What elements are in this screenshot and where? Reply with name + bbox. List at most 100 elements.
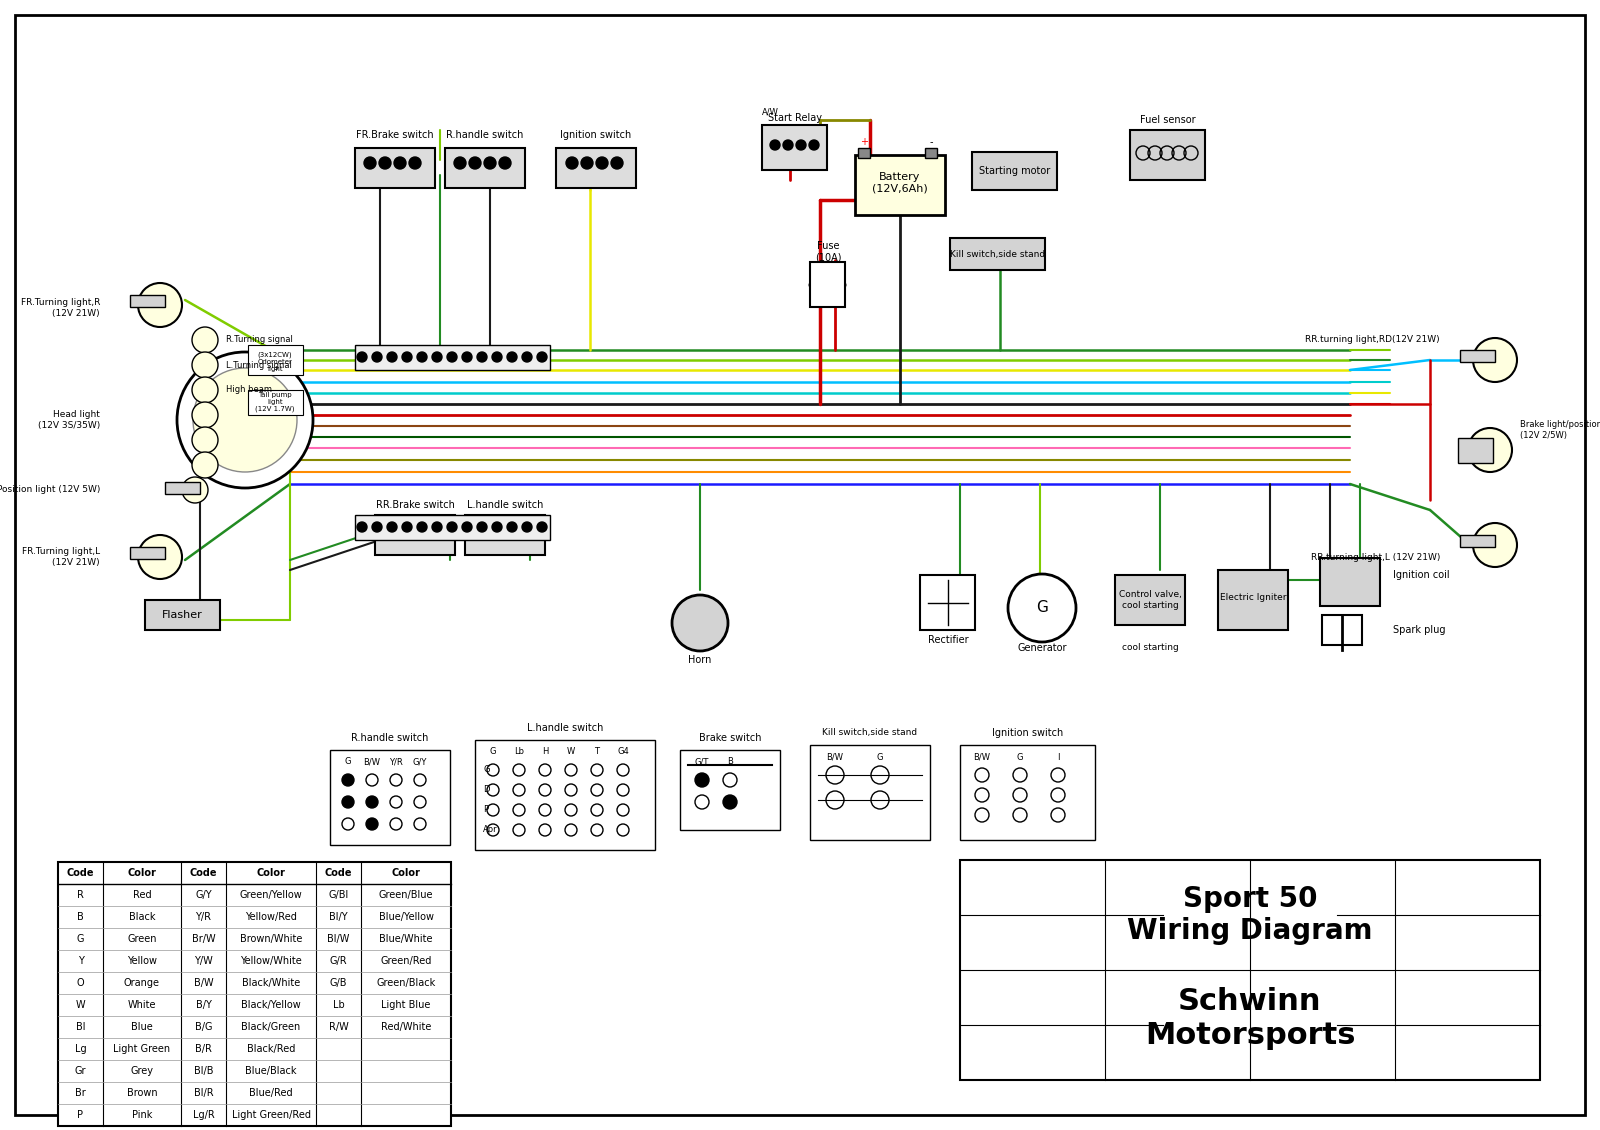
Text: Rectifier: Rectifier bbox=[928, 635, 968, 645]
Circle shape bbox=[486, 805, 499, 816]
Circle shape bbox=[371, 353, 382, 362]
Text: Green/Blue: Green/Blue bbox=[379, 890, 434, 899]
Text: R.Turning signal: R.Turning signal bbox=[226, 336, 293, 345]
Text: Schwinn
Motorsports: Schwinn Motorsports bbox=[1144, 988, 1355, 1050]
Text: Red/White: Red/White bbox=[381, 1022, 430, 1032]
Text: G: G bbox=[483, 765, 490, 774]
Circle shape bbox=[192, 353, 218, 379]
Text: Starting motor: Starting motor bbox=[979, 166, 1051, 176]
Circle shape bbox=[499, 157, 510, 170]
Text: Brake light/position light
(12V 2/5W): Brake light/position light (12V 2/5W) bbox=[1520, 420, 1600, 440]
Text: R.handle switch: R.handle switch bbox=[352, 733, 429, 744]
Circle shape bbox=[418, 522, 427, 532]
Bar bbox=[762, 125, 827, 170]
Circle shape bbox=[192, 427, 218, 453]
Text: Spark plug: Spark plug bbox=[1394, 625, 1445, 635]
Circle shape bbox=[1474, 523, 1517, 567]
Circle shape bbox=[723, 796, 738, 809]
Circle shape bbox=[192, 377, 218, 403]
Text: Blue/Yellow: Blue/Yellow bbox=[379, 912, 434, 922]
Text: G: G bbox=[344, 757, 352, 766]
Circle shape bbox=[870, 766, 890, 784]
Bar bbox=[810, 745, 930, 840]
Text: G/Y: G/Y bbox=[195, 890, 211, 899]
Text: L.handle switch: L.handle switch bbox=[526, 723, 603, 733]
Bar bbox=[355, 515, 550, 540]
Text: W: W bbox=[566, 748, 574, 756]
Circle shape bbox=[390, 796, 402, 808]
Text: G/B: G/B bbox=[330, 977, 347, 988]
Circle shape bbox=[469, 157, 482, 170]
Circle shape bbox=[611, 157, 622, 170]
Text: White: White bbox=[128, 1000, 157, 1010]
Bar bbox=[1130, 130, 1205, 180]
Bar bbox=[810, 262, 845, 307]
Text: Lg/R: Lg/R bbox=[192, 1110, 214, 1120]
Circle shape bbox=[595, 157, 608, 170]
Circle shape bbox=[414, 818, 426, 831]
Circle shape bbox=[974, 808, 989, 822]
Circle shape bbox=[618, 764, 629, 776]
Circle shape bbox=[522, 353, 531, 362]
Circle shape bbox=[1469, 428, 1512, 472]
Bar bbox=[557, 148, 637, 188]
Circle shape bbox=[486, 524, 498, 536]
Circle shape bbox=[387, 353, 397, 362]
Circle shape bbox=[723, 773, 738, 786]
Circle shape bbox=[357, 353, 366, 362]
Text: Kill switch,side stand: Kill switch,side stand bbox=[950, 250, 1045, 259]
Text: Black: Black bbox=[128, 912, 155, 922]
Circle shape bbox=[138, 534, 182, 579]
Circle shape bbox=[410, 524, 422, 536]
Circle shape bbox=[138, 282, 182, 327]
Text: Fuse
(10A): Fuse (10A) bbox=[814, 241, 842, 263]
Text: O: O bbox=[77, 977, 85, 988]
Circle shape bbox=[810, 140, 819, 150]
Text: Sport 50
Wiring Diagram: Sport 50 Wiring Diagram bbox=[1128, 885, 1373, 945]
Circle shape bbox=[493, 353, 502, 362]
Circle shape bbox=[402, 353, 413, 362]
Text: Blue/White: Blue/White bbox=[379, 935, 432, 944]
Bar bbox=[355, 148, 435, 188]
Circle shape bbox=[382, 524, 394, 536]
Bar bbox=[1459, 534, 1494, 547]
Circle shape bbox=[1051, 808, 1066, 822]
Text: Yellow/White: Yellow/White bbox=[240, 956, 302, 966]
Bar bbox=[854, 155, 946, 215]
Text: Lb: Lb bbox=[333, 1000, 344, 1010]
Text: Start Relay: Start Relay bbox=[768, 113, 822, 123]
Bar bbox=[1218, 570, 1288, 631]
Circle shape bbox=[414, 796, 426, 808]
Text: Fuel sensor: Fuel sensor bbox=[1141, 115, 1195, 125]
Text: Apr: Apr bbox=[483, 826, 498, 834]
Text: Control valve,
cool starting: Control valve, cool starting bbox=[1118, 590, 1181, 610]
Circle shape bbox=[618, 824, 629, 836]
Circle shape bbox=[397, 524, 408, 536]
Text: Br/W: Br/W bbox=[192, 935, 216, 944]
Circle shape bbox=[486, 784, 499, 796]
Text: W: W bbox=[75, 1000, 85, 1010]
Circle shape bbox=[390, 818, 402, 831]
Bar bbox=[950, 238, 1045, 270]
Bar bbox=[466, 515, 546, 555]
Circle shape bbox=[770, 140, 781, 150]
Circle shape bbox=[565, 824, 578, 836]
Circle shape bbox=[390, 774, 402, 786]
Text: Black/Yellow: Black/Yellow bbox=[242, 1000, 301, 1010]
Text: Bl/B: Bl/B bbox=[194, 1066, 213, 1076]
Circle shape bbox=[974, 768, 989, 782]
Text: G/Y: G/Y bbox=[413, 757, 427, 766]
Text: B/W: B/W bbox=[363, 757, 381, 766]
Circle shape bbox=[366, 796, 378, 808]
Circle shape bbox=[514, 824, 525, 836]
Text: RR.turning light,L (12V 21W): RR.turning light,L (12V 21W) bbox=[1310, 554, 1440, 563]
Circle shape bbox=[366, 774, 378, 786]
Circle shape bbox=[514, 784, 525, 796]
Circle shape bbox=[379, 157, 390, 170]
Text: Br: Br bbox=[75, 1088, 86, 1098]
Text: Y/W: Y/W bbox=[194, 956, 213, 966]
Text: B: B bbox=[77, 912, 83, 922]
Circle shape bbox=[565, 784, 578, 796]
Circle shape bbox=[192, 452, 218, 478]
Text: Ignition coil: Ignition coil bbox=[1394, 570, 1450, 580]
